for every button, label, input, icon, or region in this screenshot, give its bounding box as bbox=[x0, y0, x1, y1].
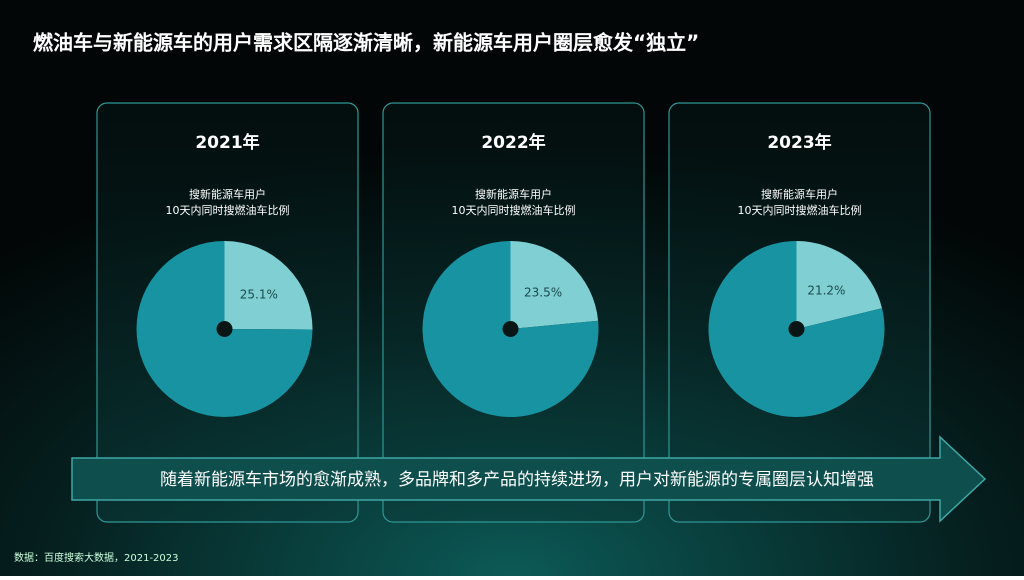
chart-title: 2021年 bbox=[195, 132, 259, 153]
value-label: 23.5% bbox=[524, 286, 562, 300]
pie-center bbox=[216, 321, 233, 337]
value-label: 25.1% bbox=[240, 287, 278, 301]
pie-slice bbox=[796, 241, 883, 329]
banner: 随着新能源车市场的愈渐成熟，多品牌和多产品的持续进场，用户对新能源的专属圈层认知… bbox=[160, 469, 874, 490]
chart-subtitle: 10天内同时搜燃油车比例 bbox=[452, 203, 576, 217]
pie-center bbox=[502, 321, 519, 337]
value-label: 21.2% bbox=[807, 283, 845, 297]
source: 数据：百度搜索大数据，2021-2023 bbox=[14, 551, 179, 564]
chart-subtitle: 10天内同时搜燃油车比例 bbox=[166, 203, 290, 217]
chart-subtitle: 10天内同时搜燃油车比例 bbox=[738, 203, 862, 217]
chart-title: 2022年 bbox=[481, 132, 545, 153]
pie-slice bbox=[510, 241, 599, 329]
arrow bbox=[71, 435, 987, 523]
chart-subtitle: 搜新能源车用户 bbox=[475, 187, 552, 201]
pie-center bbox=[788, 321, 805, 337]
chart-subtitle: 搜新能源车用户 bbox=[189, 187, 266, 201]
chart-title: 2023年 bbox=[767, 132, 831, 153]
chart-subtitle: 搜新能源车用户 bbox=[761, 187, 838, 201]
slide-title: 燃油车与新能源车的用户需求区隔逐渐清晰，新能源车用户圈层愈发“独立” bbox=[33, 31, 699, 55]
pie-slice bbox=[224, 241, 313, 330]
